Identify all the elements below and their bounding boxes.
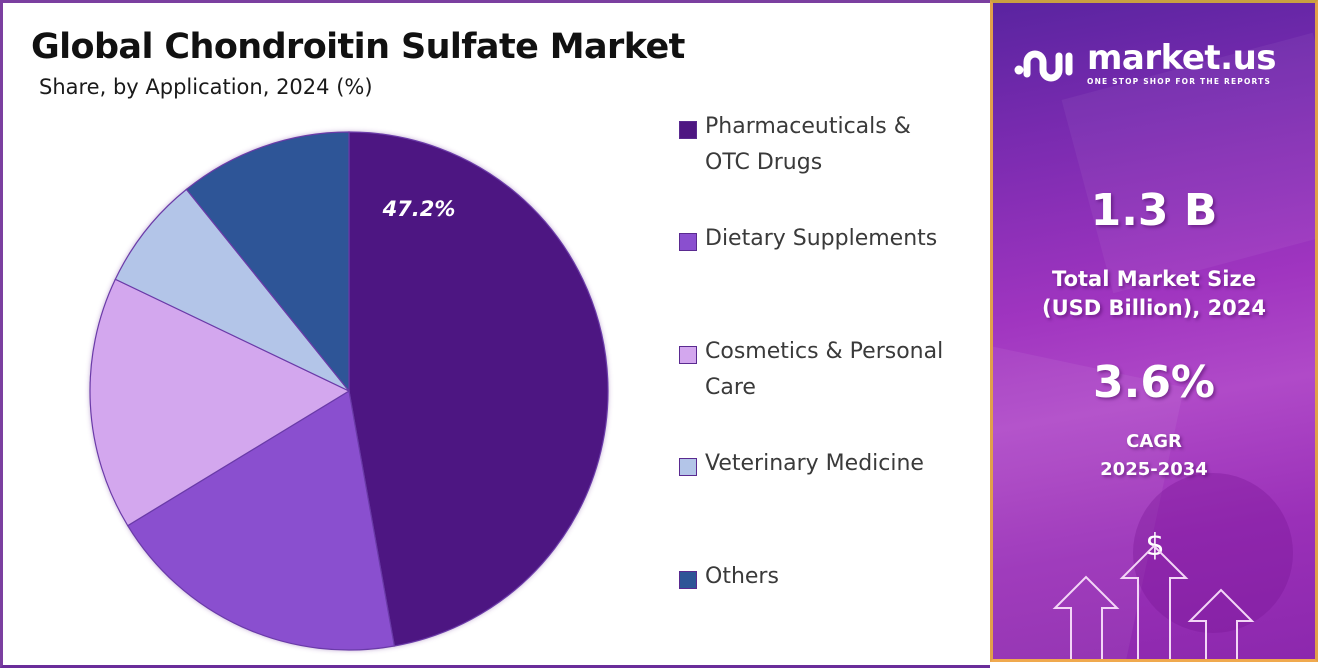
cagr-value: 3.6%: [1092, 357, 1216, 408]
brand-name: market.us: [1087, 38, 1277, 78]
slice-value-label: 47.2%: [382, 197, 456, 221]
legend-swatch: [679, 233, 697, 251]
brand-tagline: ONE STOP SHOP FOR THE REPORTS: [1087, 77, 1272, 86]
legend-item-cosmetics: Cosmetics & Personal Care: [679, 339, 980, 406]
chart-subtitle: Share, by Application, 2024 (%): [39, 75, 373, 99]
legend-item-others: Others: [679, 564, 985, 595]
legend-item-veterinary: Veterinary Medicine: [679, 451, 985, 482]
legend-label: Cosmetics & Personal Care: [705, 339, 944, 400]
brand-logo: market.us ONE STOP SHOP FOR THE REPORTS: [1013, 38, 1277, 86]
market-us-logo-icon: [1014, 50, 1073, 81]
legend-swatch: [679, 346, 697, 364]
summary-sidebar: market.us ONE STOP SHOP FOR THE REPORTS …: [990, 0, 1318, 662]
market-size-label-line1: Total Market Size: [1052, 267, 1256, 291]
chart-title: Global Chondroitin Sulfate Market: [31, 27, 685, 67]
market-size-value: 1.3 B: [1090, 185, 1218, 236]
pie-slice-veterinary: [114, 188, 350, 392]
legend-item-dietary-supplements: Dietary Supplements: [679, 226, 985, 257]
market-size-label-line2: (USD Billion), 2024: [1041, 296, 1267, 320]
growth-arrows-icon: $: [1052, 528, 1255, 659]
pie-slice-cosmetics: [89, 278, 351, 527]
pie-chart: 47.2%: [83, 118, 623, 663]
legend-swatch: [679, 571, 697, 589]
cagr-label-line1: CAGR: [1126, 431, 1182, 452]
legend-label: Veterinary Medicine: [705, 451, 924, 476]
pie-slice-others: [185, 131, 350, 393]
cagr-label-line2: 2025-2034: [1100, 459, 1208, 480]
dollar-icon: $: [1145, 528, 1164, 563]
legend-label: Others: [705, 564, 779, 589]
pie-slice-pharmaceuticals: [348, 131, 609, 647]
pie-slice-dietary-supplements: [126, 390, 396, 651]
chart-panel: Global Chondroitin Sulfate Market Share,…: [0, 0, 990, 668]
chart-legend: Pharmaceuticals & OTC Drugs Dietary Supp…: [679, 3, 989, 668]
legend-label: Dietary Supplements: [705, 226, 938, 251]
legend-label: Pharmaceuticals & OTC Drugs: [705, 114, 911, 175]
legend-item-pharmaceuticals: Pharmaceuticals & OTC Drugs: [679, 114, 955, 181]
legend-swatch: [679, 458, 697, 476]
legend-swatch: [679, 121, 697, 139]
